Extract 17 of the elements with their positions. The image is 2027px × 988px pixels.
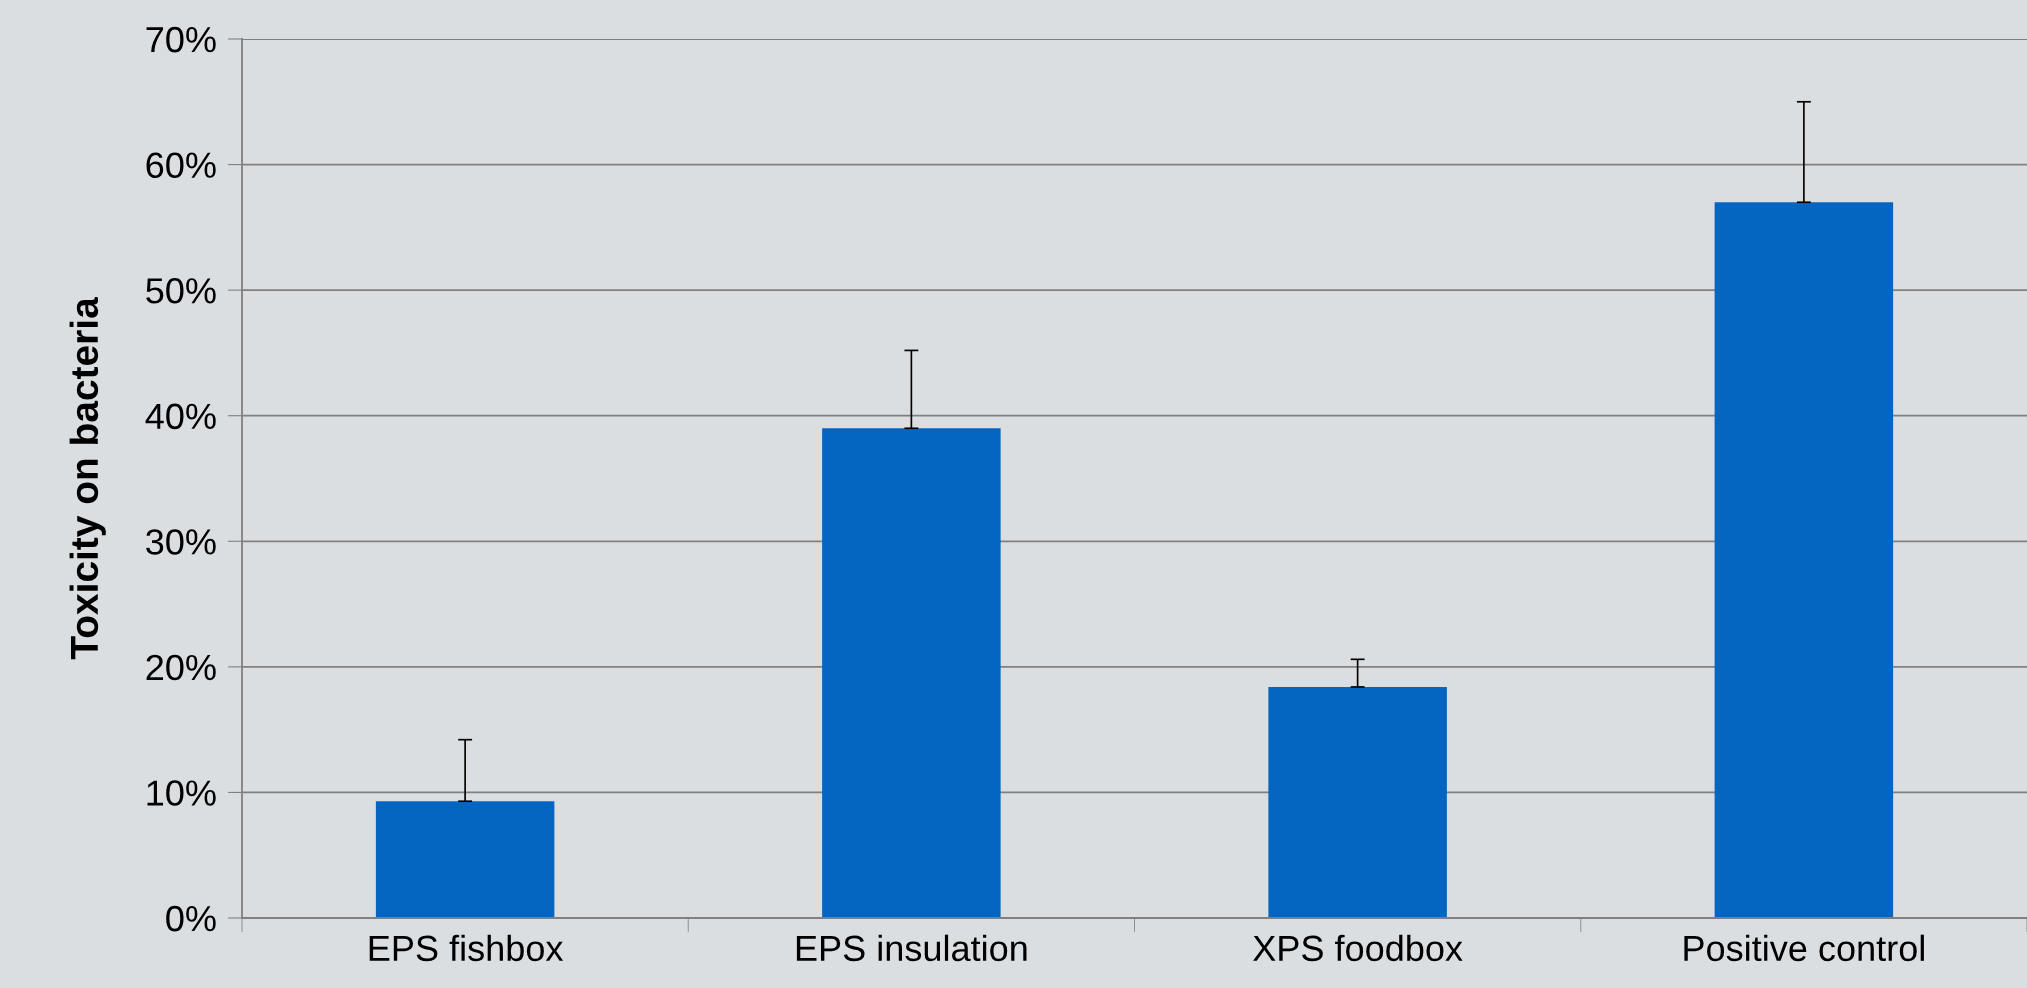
y-tick-label: 70%: [146, 26, 216, 53]
y-tick-label: 50%: [146, 278, 216, 304]
y-tick-label: 30%: [146, 529, 216, 555]
y-tick-label: 0%: [166, 905, 216, 932]
x-tick-label: EPS fishbox: [369, 934, 564, 962]
x-tick-label: Positive control: [1684, 934, 1924, 962]
y-tick-label: 40%: [145, 403, 216, 430]
y-tick-label: 60%: [146, 152, 216, 179]
bar: [1268, 686, 1447, 918]
x-tick-label: EPS insulation: [796, 934, 1027, 962]
bar: [375, 801, 555, 918]
x-tick-label: XPS foodbox: [1253, 934, 1463, 962]
bar: [1714, 202, 1894, 918]
y-tick-label: 20%: [146, 654, 216, 681]
bar: [822, 428, 1001, 918]
y-tick-label: 10%: [147, 780, 216, 806]
y-axis-title: Toxicity on bacteria: [69, 297, 106, 660]
